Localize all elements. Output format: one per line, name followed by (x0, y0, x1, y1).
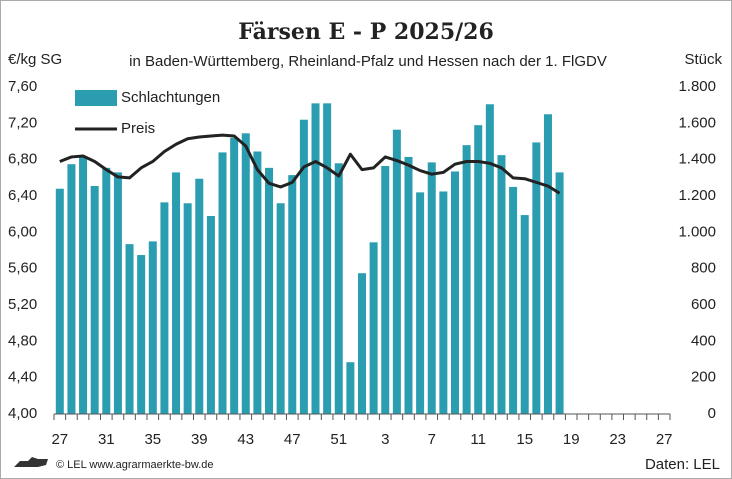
bar (195, 178, 204, 414)
y-axis-label: €/kg SG (8, 51, 62, 68)
y2-tick-label: 600 (691, 296, 716, 313)
bar (543, 114, 552, 414)
y-tick-label: 4,80 (8, 332, 37, 349)
x-tick-label: 35 (144, 431, 161, 448)
y-tick-label: 4,00 (8, 405, 37, 422)
x-tick-label: 27 (51, 431, 68, 448)
x-tick-label: 31 (98, 431, 115, 448)
bar (172, 172, 181, 414)
y-tick-label: 6,00 (8, 223, 37, 240)
chart-subtitle: in Baden-Württemberg, Rheinland-Pfalz un… (129, 53, 607, 70)
x-tick-label: 43 (237, 431, 254, 448)
bar (79, 156, 88, 415)
x-tick-label: 3 (381, 431, 389, 448)
x-tick-label: 51 (330, 431, 347, 448)
y-tick-label: 6,40 (8, 187, 37, 204)
legend-swatch (75, 90, 117, 106)
y2-tick-label: 1.000 (678, 223, 716, 240)
bar (358, 273, 366, 414)
bar (55, 188, 64, 414)
bar (288, 175, 297, 414)
y2-tick-label: 400 (691, 332, 716, 349)
y2-tick-label: 800 (691, 260, 716, 277)
y2-axis-label: Stück (684, 51, 722, 68)
bar (90, 186, 99, 414)
x-tick-label: 27 (656, 431, 673, 448)
x-tick-label: 11 (470, 431, 486, 448)
bar (265, 167, 274, 414)
bar (555, 172, 564, 414)
bar (206, 215, 215, 414)
x-tick-label: 47 (284, 431, 301, 448)
legend-label: Preis (121, 120, 155, 137)
bar (113, 172, 122, 414)
source-left: © LEL www.agrarmaerkte-bw.de (56, 459, 214, 471)
y-tick-label: 5,60 (8, 260, 37, 277)
y-tick-label: 5,20 (8, 296, 37, 313)
bar (299, 119, 308, 414)
bar (346, 362, 355, 414)
price-line (59, 133, 561, 195)
y-tick-label: 7,60 (8, 78, 37, 95)
bar (416, 192, 425, 414)
y2-tick-label: 0 (708, 405, 716, 422)
bar (230, 137, 239, 414)
logo (14, 457, 48, 467)
legend-label: Schlachtungen (121, 89, 220, 106)
y2-tick-label: 1.400 (678, 151, 716, 168)
y-tick-label: 4,40 (8, 369, 37, 386)
bar (532, 142, 541, 415)
x-tick-label: 15 (516, 431, 533, 448)
bar (218, 152, 227, 414)
bar (497, 155, 506, 414)
y2-tick-label: 1.600 (678, 114, 716, 131)
x-tick-label: 19 (563, 431, 580, 448)
bar (427, 162, 436, 414)
bar (381, 166, 390, 414)
bar (474, 125, 483, 415)
x-tick-label: 23 (609, 431, 626, 448)
bar (148, 241, 157, 414)
bar (462, 145, 471, 414)
bar (183, 203, 192, 414)
bar (404, 156, 413, 415)
y2-tick-label: 1.200 (678, 187, 716, 204)
source-right: Daten: LEL (645, 456, 720, 473)
bar (125, 244, 134, 414)
bar (439, 191, 448, 414)
bar (334, 163, 343, 414)
bar (311, 103, 320, 414)
bar (102, 167, 111, 414)
bar (323, 103, 332, 414)
bar (369, 242, 378, 414)
bar (485, 104, 494, 414)
bar (509, 186, 518, 414)
bar (253, 151, 262, 414)
y2-tick-label: 200 (691, 369, 716, 386)
bar (67, 164, 76, 414)
x-tick-label: 7 (428, 431, 436, 448)
bar (241, 133, 250, 414)
x-tick-label: 39 (191, 431, 208, 448)
bar (276, 203, 285, 414)
y-tick-label: 7,20 (8, 114, 37, 131)
chart-title: Färsen E - P 2025/26 (238, 19, 494, 45)
y2-tick-label: 1.800 (678, 78, 716, 95)
bar (137, 255, 146, 414)
bar (520, 215, 529, 414)
bar (160, 202, 169, 414)
bar (392, 129, 401, 415)
y-tick-label: 6,80 (8, 151, 37, 168)
bar (450, 171, 459, 414)
